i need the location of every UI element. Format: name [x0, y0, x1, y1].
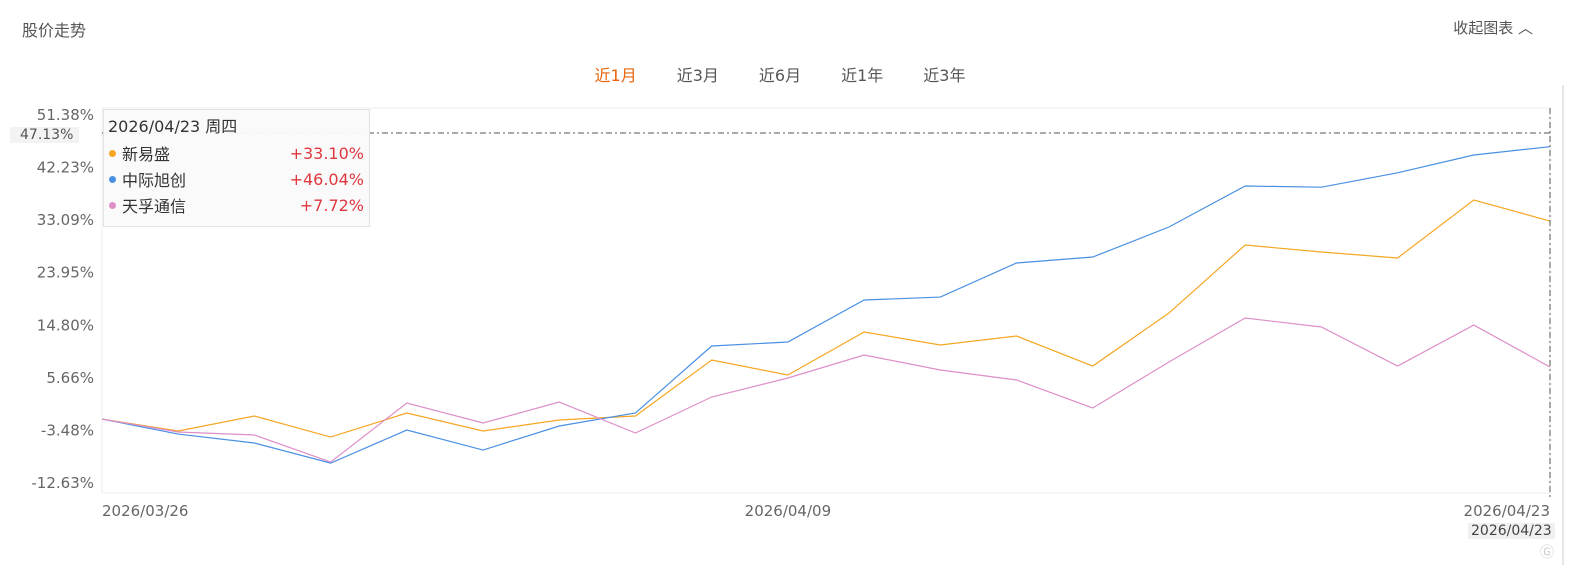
y-tick-label: 42.23% [37, 159, 94, 177]
tab-1-month[interactable]: 近1月 [594, 66, 637, 85]
collapse-chart-button[interactable]: 收起图表 ︿ [1453, 19, 1533, 37]
series-name: 天孚通信 [122, 197, 187, 216]
y-tick-label: 5.66% [46, 369, 94, 387]
x-tick-label: 2026/03/26 [102, 502, 188, 520]
x-tick-label: 2026/04/23 [1464, 502, 1550, 520]
tooltip-row: 中际旭创 +46.04% [104, 166, 369, 192]
tooltip-date: 2026/04/23 周四 [108, 117, 238, 136]
tab-3-years[interactable]: 近3年 [923, 66, 966, 85]
crosshair-y-label: 47.13% [10, 127, 80, 143]
watermark-logo: Ⓖ [1540, 545, 1554, 561]
y-tick-label: -12.63% [31, 474, 94, 492]
crosshair-x-label: 2026/04/23 [1468, 523, 1555, 539]
tooltip-row: 天孚通信 +7.72% [104, 192, 369, 218]
y-tick-label: 33.09% [37, 211, 94, 229]
series-value: +46.04% [289, 169, 364, 189]
period-tabs: 近1月 近3月 近6月 近1年 近3年 [0, 62, 1560, 86]
legend-dot-icon [109, 149, 116, 157]
y-tick-label: 14.80% [37, 316, 94, 334]
series-name: 中际旭创 [122, 171, 187, 190]
x-tick-label: 2026/04/09 [745, 502, 831, 520]
tooltip-row: 新易盛 +33.10% [104, 140, 369, 166]
y-tick-label: -3.48% [41, 421, 94, 439]
tab-6-months[interactable]: 近6月 [758, 66, 802, 85]
series-line-中际旭创 [101, 146, 1551, 464]
y-tick-label: 23.95% [37, 264, 94, 282]
series-value: +33.10% [289, 143, 364, 163]
tab-1-year[interactable]: 近1年 [841, 66, 884, 85]
tab-3-months[interactable]: 近3月 [676, 66, 719, 85]
legend-dot-icon [109, 201, 116, 209]
section-title: 股价走势 [22, 21, 87, 40]
series-value: +7.72% [299, 195, 364, 215]
legend-dot-icon [109, 175, 116, 183]
series-line-天孚通信 [101, 317, 1551, 463]
series-name: 新易盛 [122, 145, 171, 164]
series-line-新易盛 [101, 199, 1551, 438]
y-tick-label: 51.38% [37, 106, 94, 124]
tooltip: 2026/04/23 周四 新易盛 +33.10% 中际旭创 +46.04% 天孚通… [103, 109, 370, 227]
